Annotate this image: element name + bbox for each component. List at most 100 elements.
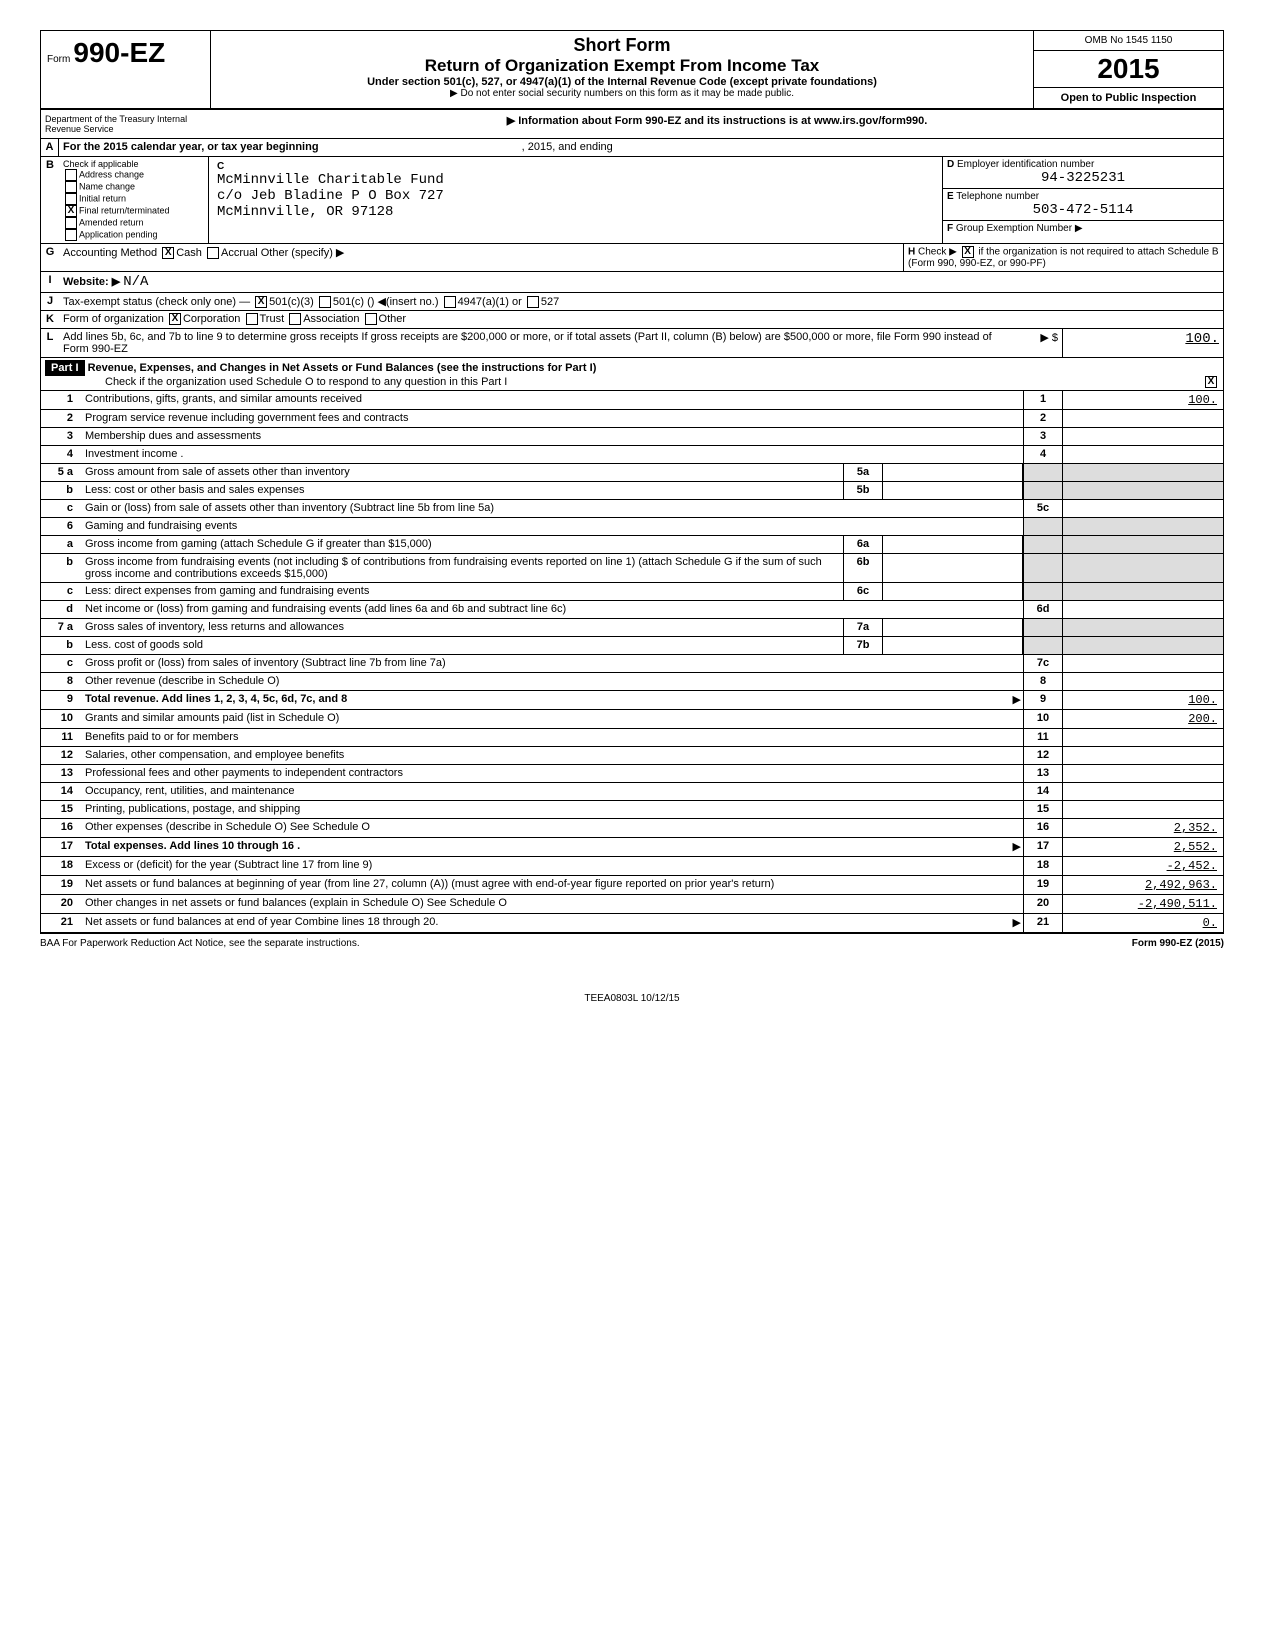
chk-final[interactable]: XFinal return/terminated xyxy=(63,205,204,217)
r-num: 4 xyxy=(1023,446,1063,463)
line-desc: Less: direct expenses from gaming and fu… xyxy=(81,583,843,600)
line-number: d xyxy=(41,601,81,618)
line-7a: 7 aGross sales of inventory, less return… xyxy=(41,619,1223,637)
r-val xyxy=(1063,783,1223,800)
footer-left: BAA For Paperwork Reduction Act Notice, … xyxy=(40,938,360,949)
line-number: c xyxy=(41,583,81,600)
sub-val xyxy=(883,637,1023,654)
r-num xyxy=(1023,554,1063,582)
line-l: L Add lines 5b, 6c, and 7b to line 9 to … xyxy=(41,329,1223,358)
line-desc: Gross amount from sale of assets other t… xyxy=(81,464,843,481)
arrow-icon: ▶ xyxy=(1003,914,1023,932)
header: Form 990-EZ Short Form Return of Organiz… xyxy=(41,31,1223,110)
chk-initial[interactable]: Initial return xyxy=(63,193,204,205)
label-l: L xyxy=(41,329,59,357)
part1-check[interactable]: X xyxy=(1205,376,1217,388)
line-i: I Website: ▶ N/A xyxy=(41,272,1223,293)
ein: 94-3225231 xyxy=(947,170,1219,186)
r-val xyxy=(1063,518,1223,535)
chk-accrual[interactable] xyxy=(207,247,219,259)
r-val: 100. xyxy=(1063,391,1223,409)
label-g: G xyxy=(41,244,59,271)
sub-num: 7b xyxy=(843,637,883,654)
line-desc: Gain or (loss) from sale of assets other… xyxy=(81,500,1023,517)
chk-4947[interactable] xyxy=(444,296,456,308)
line-number: b xyxy=(41,637,81,654)
form-number: 990-EZ xyxy=(73,37,165,68)
label-b: B xyxy=(41,157,59,243)
info-note: ▶ Information about Form 990-EZ and its … xyxy=(211,110,1223,138)
sub-num: 7a xyxy=(843,619,883,636)
r-num: 15 xyxy=(1023,801,1063,818)
r-num xyxy=(1023,637,1063,654)
line-number: c xyxy=(41,500,81,517)
line-number: 19 xyxy=(41,876,81,894)
org-addr1: c/o Jeb Bladine P O Box 727 xyxy=(217,188,934,204)
label-c: C xyxy=(217,161,934,172)
part1-label: Part I xyxy=(45,360,85,376)
r-num: 21 xyxy=(1023,914,1063,932)
chk-pending[interactable]: Application pending xyxy=(63,229,204,241)
chk-assoc[interactable] xyxy=(289,313,301,325)
website: N/A xyxy=(123,274,148,290)
sub-val xyxy=(883,554,1023,582)
line-desc: Gross profit or (loss) from sales of inv… xyxy=(81,655,1023,672)
line-5b: bLess: cost or other basis and sales exp… xyxy=(41,482,1223,500)
chk-addr[interactable]: Address change xyxy=(63,169,204,181)
line-5a: 5 aGross amount from sale of assets othe… xyxy=(41,464,1223,482)
r-val xyxy=(1063,464,1223,481)
open-to-public: Open to Public Inspection xyxy=(1034,88,1223,108)
r-num: 16 xyxy=(1023,819,1063,837)
line-number: 18 xyxy=(41,857,81,875)
part1-check-text: Check if the organization used Schedule … xyxy=(105,376,507,388)
line-19: 19Net assets or fund balances at beginni… xyxy=(41,876,1223,895)
right-block: D Employer identification number 94-3225… xyxy=(943,157,1223,243)
line-21: 21Net assets or fund balances at end of … xyxy=(41,914,1223,933)
line-desc: Benefits paid to or for members xyxy=(81,729,1023,746)
line-number: 4 xyxy=(41,446,81,463)
org-addr2: McMinnville, OR 97128 xyxy=(217,204,934,220)
line-desc: Net income or (loss) from gaming and fun… xyxy=(81,601,1023,618)
arrow-icon: ▶ xyxy=(1003,838,1023,856)
line-number: 3 xyxy=(41,428,81,445)
chk-h[interactable]: X xyxy=(962,246,974,258)
check-heading: Check if applicable xyxy=(63,159,204,169)
sub-val xyxy=(883,536,1023,553)
chk-other[interactable] xyxy=(365,313,377,325)
chk-corp[interactable]: X xyxy=(169,313,181,325)
r-val xyxy=(1063,801,1223,818)
r-num: 8 xyxy=(1023,673,1063,690)
chk-501c3[interactable]: X xyxy=(255,296,267,308)
r-num: 5c xyxy=(1023,500,1063,517)
line-desc: Gross income from fundraising events (no… xyxy=(81,554,843,582)
line-desc: Net assets or fund balances at end of ye… xyxy=(81,914,1003,932)
r-num: 9 xyxy=(1023,691,1063,709)
line-6d: dNet income or (loss) from gaming and fu… xyxy=(41,601,1223,619)
line-number: 10 xyxy=(41,710,81,728)
line-4: 4Investment income .4 xyxy=(41,446,1223,464)
part1-title: Revenue, Expenses, and Changes in Net As… xyxy=(88,362,597,374)
chk-trust[interactable] xyxy=(246,313,258,325)
line-j: J Tax-exempt status (check only one) — X… xyxy=(41,293,1223,311)
chk-501c[interactable] xyxy=(319,296,331,308)
r-num xyxy=(1023,536,1063,553)
r-val xyxy=(1063,673,1223,690)
r-num: 2 xyxy=(1023,410,1063,427)
line-20: 20Other changes in net assets or fund ba… xyxy=(41,895,1223,914)
form-prefix: Form xyxy=(47,54,70,65)
line-9: 9Total revenue. Add lines 1, 2, 3, 4, 5c… xyxy=(41,691,1223,710)
r-num: 3 xyxy=(1023,428,1063,445)
line-desc: Salaries, other compensation, and employ… xyxy=(81,747,1023,764)
line-6: 6Gaming and fundraising events xyxy=(41,518,1223,536)
chk-amended[interactable]: Amended return xyxy=(63,217,204,229)
line-10: 10Grants and similar amounts paid (list … xyxy=(41,710,1223,729)
chk-name[interactable]: Name change xyxy=(63,181,204,193)
part1-header: Part I Revenue, Expenses, and Changes in… xyxy=(41,358,1223,391)
r-val xyxy=(1063,601,1223,618)
chk-527[interactable] xyxy=(527,296,539,308)
omb-number: OMB No 1545 1150 xyxy=(1034,31,1223,51)
line-11: 11Benefits paid to or for members11 xyxy=(41,729,1223,747)
r-num: 14 xyxy=(1023,783,1063,800)
chk-cash[interactable]: X xyxy=(162,247,174,259)
line-number: 21 xyxy=(41,914,81,932)
